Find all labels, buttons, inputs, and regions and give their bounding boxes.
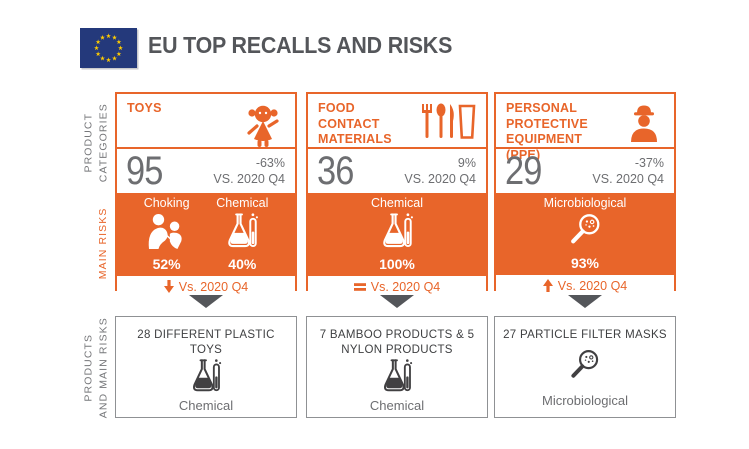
row-label-main-risks: MAIN RISKS	[97, 207, 110, 280]
vs-label: VS. 2020 Q4	[213, 172, 285, 186]
down-arrow-icon	[163, 280, 174, 293]
vs-label: VS. 2020 Q4	[404, 172, 476, 186]
card-title: TOYS	[127, 101, 162, 115]
chemical-flask-icon	[225, 212, 260, 254]
row-label-products-and-main-risks: PRODUCTS AND MAIN RISKS	[82, 317, 109, 419]
main-risks-panel: Chemical 100%	[308, 193, 486, 276]
recall-count-row: 95 -63% VS. 2020 Q4	[117, 149, 295, 193]
product-card-plastic-toys: 28 DIFFERENT PLASTIC TOYS Chemical	[115, 316, 297, 418]
risk-percent: 40%	[228, 256, 257, 272]
change-percent: -63%	[255, 155, 285, 170]
main-risks-panel: Microbiological 93%	[496, 193, 674, 275]
risk-microbiological: Microbiological 93%	[543, 196, 627, 271]
row-label-product-categories: PRODUCT CATEGORIES	[82, 103, 109, 183]
microbe-magnifier-icon	[567, 212, 604, 253]
worker-helmet-icon	[624, 102, 664, 147]
connector-triangle-icon	[380, 295, 414, 308]
product-card-title: 27 PARTICLE FILTER MASKS	[503, 329, 667, 341]
equals-icon	[353, 282, 366, 292]
microbe-magnifier-icon	[568, 348, 602, 387]
connector-triangle-icon	[568, 295, 602, 308]
product-card-risk: Microbiological	[542, 393, 628, 408]
recall-count-row: 29 -37% VS. 2020 Q4	[496, 149, 674, 193]
card-title: PERSONAL PROTECTIVE EQUIPMENT (PPE)	[506, 101, 588, 162]
card-header: TOYS	[117, 94, 295, 149]
trend-label: Vs. 2020 Q4	[557, 278, 628, 293]
main-risks-panel: Choking 52% Chemical	[117, 193, 295, 276]
product-card-bamboo-nylon: 7 BAMBOO PRODUCTS & 5 NYLON PRODUCTS Che…	[306, 316, 488, 418]
product-card-risk: Chemical	[369, 397, 425, 413]
doll-icon	[241, 102, 285, 153]
choking-icon	[144, 213, 190, 254]
cutlery-cup-icon	[418, 102, 476, 145]
recall-count: 29	[505, 148, 542, 193]
chemical-flask-icon	[380, 212, 415, 254]
recall-count: 36	[317, 148, 354, 193]
trend-strip: Vs. 2020 Q4	[117, 276, 295, 297]
change-percent: -37%	[634, 155, 664, 170]
change-percent: 9%	[457, 155, 476, 170]
product-card-title: 7 BAMBOO PRODUCTS & 5 NYLON PRODUCTS	[319, 329, 475, 356]
card-header: FOOD CONTACT MATERIALS	[308, 94, 486, 149]
recall-count-row: 36 9% VS. 2020 Q4	[308, 149, 486, 193]
recall-count: 95	[126, 148, 163, 193]
vs-label: VS. 2020 Q4	[592, 172, 664, 186]
trend-strip: Vs. 2020 Q4	[308, 276, 486, 297]
product-card-filter-masks: 27 PARTICLE FILTER MASKS Microbiological	[494, 316, 676, 418]
trend-strip: Vs. 2020 Q4	[496, 275, 674, 296]
risk-percent: 52%	[152, 256, 181, 272]
risk-percent: 93%	[570, 255, 600, 271]
chemical-flask-icon	[381, 358, 414, 398]
risk-chemical: Chemical 100%	[370, 196, 424, 272]
risk-percent: 100%	[379, 256, 415, 272]
page-title: EU TOP RECALLS AND RISKS	[148, 32, 453, 58]
trend-label: Vs. 2020 Q4	[370, 279, 441, 294]
eu-flag-icon	[80, 28, 137, 68]
trend-label: Vs. 2020 Q4	[178, 279, 249, 294]
category-card-ppe: PERSONAL PROTECTIVE EQUIPMENT (PPE) 29 -…	[494, 92, 676, 296]
risk-choking: Choking 52%	[143, 196, 190, 272]
product-card-title: 28 DIFFERENT PLASTIC TOYS	[137, 329, 275, 356]
category-card-toys: TOYS 95 -63% VS. 2	[115, 92, 297, 297]
risk-chemical: Chemical 40%	[216, 196, 269, 272]
chemical-flask-icon	[190, 358, 223, 398]
up-arrow-icon	[542, 279, 553, 292]
product-card-risk: Chemical	[178, 397, 234, 413]
card-title: FOOD CONTACT MATERIALS	[318, 101, 392, 147]
card-header: PERSONAL PROTECTIVE EQUIPMENT (PPE)	[496, 94, 674, 162]
category-card-food-contact-materials: FOOD CONTACT MATERIALS 36 9% VS. 2020 Q4	[306, 92, 488, 297]
connector-triangle-icon	[189, 295, 223, 308]
